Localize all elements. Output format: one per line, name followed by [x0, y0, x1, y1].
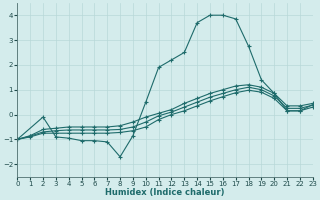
X-axis label: Humidex (Indice chaleur): Humidex (Indice chaleur) — [105, 188, 225, 197]
